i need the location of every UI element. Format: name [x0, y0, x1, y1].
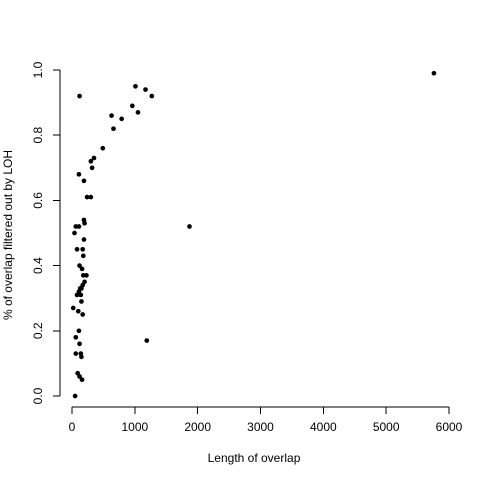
- y-tick-label: 0.0: [31, 387, 45, 404]
- data-point: [79, 377, 85, 383]
- data-point: [82, 220, 87, 226]
- data-point: [79, 299, 84, 304]
- data-point: [80, 312, 86, 317]
- y-tick-label: 0.8: [31, 127, 45, 144]
- data-point: [81, 178, 87, 184]
- data-point: [91, 155, 97, 161]
- y-tick-label: 1.0: [31, 61, 45, 78]
- data-point: [133, 83, 138, 89]
- data-point: [77, 341, 82, 347]
- y-tick-label: 0.4: [31, 257, 45, 274]
- data-point: [88, 158, 94, 164]
- data-point: [75, 308, 81, 314]
- data-point: [73, 334, 79, 340]
- data-point: [109, 113, 114, 118]
- data-point: [80, 253, 86, 259]
- data-point: [149, 93, 155, 99]
- x-tick-label: 6000: [436, 420, 463, 434]
- data-point: [111, 126, 116, 132]
- data-point: [431, 70, 437, 76]
- y-axis-label: % of overlap filtered out by LOH: [1, 150, 15, 320]
- data-point: [79, 266, 85, 272]
- data-point: [79, 286, 84, 291]
- x-tick-label: 4000: [310, 420, 337, 434]
- data-point: [100, 145, 106, 151]
- x-tick-label: 5000: [373, 420, 400, 434]
- data-point: [72, 393, 78, 399]
- x-tick-label: 1000: [121, 420, 148, 434]
- data-point: [129, 103, 135, 109]
- data-point: [187, 224, 192, 229]
- data-point: [76, 224, 82, 229]
- data-point: [81, 237, 87, 242]
- data-point: [143, 87, 148, 92]
- data-point: [77, 263, 82, 268]
- data-point: [77, 374, 82, 379]
- data-point: [78, 292, 84, 298]
- data-point: [72, 230, 77, 236]
- data-point: [77, 93, 82, 99]
- y-tick-label: 0.2: [31, 322, 45, 339]
- data-point: [80, 246, 86, 252]
- data-point: [76, 171, 82, 177]
- data-point: [74, 246, 80, 252]
- data-point: [76, 328, 82, 334]
- data-point: [88, 194, 94, 200]
- data-point: [84, 273, 89, 278]
- data-point: [74, 292, 80, 298]
- plot-layer: 0 1000 2000 3000 4000 5000 6000 0.0 0.2 0.4 0.6 0.8…: [31, 61, 463, 434]
- data-point: [84, 194, 90, 200]
- x-tick-label: 0: [69, 420, 76, 434]
- x-tick-label: 2000: [184, 420, 211, 434]
- data-point: [144, 338, 150, 343]
- y-tick-label: 0.6: [31, 192, 45, 209]
- data-point: [135, 110, 141, 115]
- data-point: [89, 165, 95, 171]
- data-point: [73, 351, 79, 356]
- x-tick-label: 3000: [247, 420, 274, 434]
- data-point: [119, 116, 124, 122]
- data-point: [79, 354, 84, 360]
- x-axis-label: Length of overlap: [208, 451, 301, 465]
- data-point: [70, 305, 76, 311]
